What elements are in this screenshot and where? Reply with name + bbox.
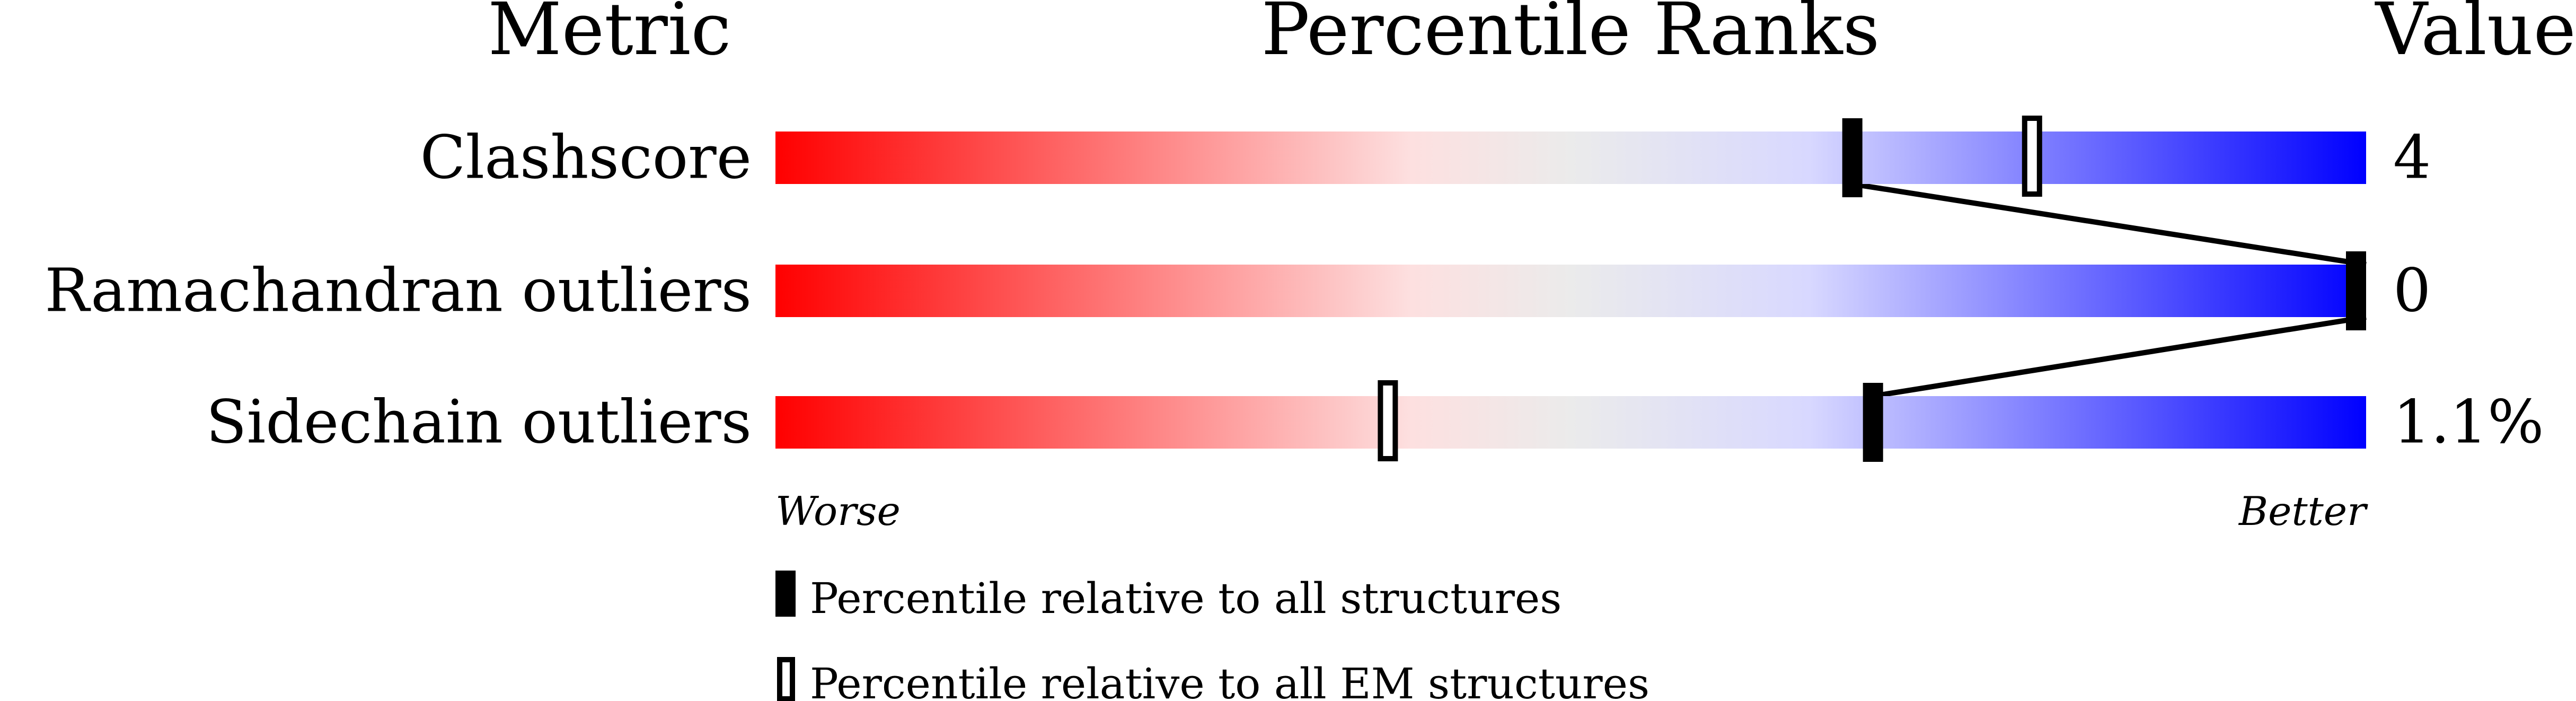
legend-outline-marker	[777, 657, 795, 701]
em-percentile-marker	[2022, 116, 2042, 197]
percentile-bar	[775, 132, 2366, 184]
metric-label: Sidechain outliers	[206, 388, 752, 457]
connector-line	[1851, 181, 2367, 267]
metric-value: 0	[2393, 257, 2431, 326]
header-percentile-ranks: Percentile Ranks	[1261, 0, 1880, 72]
metric-value: 1.1%	[2393, 388, 2544, 457]
all-percentile-marker	[1842, 118, 1863, 197]
metric-label: Clashscore	[420, 124, 752, 192]
metric-value: 4	[2393, 124, 2431, 192]
legend-filled-marker	[775, 571, 796, 617]
percentile-bar	[775, 396, 2366, 449]
all-percentile-marker	[1863, 383, 1883, 462]
legend-em-structures: Percentile relative to all EM structures	[810, 659, 1649, 701]
percentile-bar	[775, 265, 2366, 317]
header-value: Value	[2375, 0, 2576, 72]
better-label: Better	[2238, 488, 2368, 534]
worse-label: Worse	[775, 488, 901, 534]
legend-all-structures: Percentile relative to all structures	[810, 574, 1562, 623]
all-percentile-marker	[2346, 251, 2366, 330]
connector-line	[1872, 314, 2367, 399]
metric-label: Ramachandran outliers	[45, 257, 752, 326]
header-metric: Metric	[488, 0, 731, 72]
em-percentile-marker	[1378, 380, 1398, 461]
